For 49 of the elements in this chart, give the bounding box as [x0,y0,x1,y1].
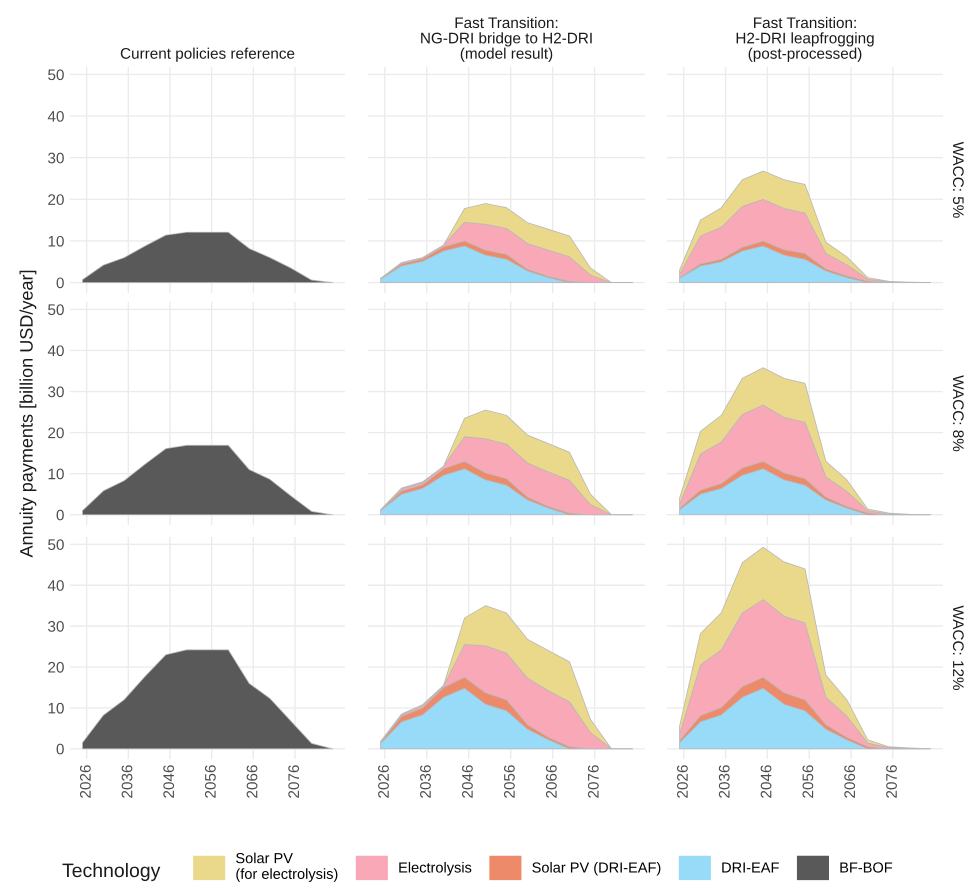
y-tick-label: 0 [56,744,64,754]
y-tick-label: 10 [48,236,64,247]
chart-title: Current policies reference [120,48,294,62]
y-tick-label: 40 [48,345,64,356]
x-tick-label: 2056 [204,765,216,798]
y-tick-label: 50 [48,304,64,316]
legend-label: DRI-EAF [722,862,779,873]
x-tick-label: 2046 [760,765,772,798]
x-tick-label: 2036 [420,765,431,798]
x-tick-label: 2066 [546,765,557,798]
y-tick-label: 30 [48,152,64,164]
chart-title: Fast Transition: H2-DRI leapfrogging (post-processed) [736,16,874,62]
x-tick-label: 2066 [246,765,258,798]
chart-title: Fast Transition: NG-DRI bridge to H2-DRI (model result) [421,16,592,62]
y-tick-label: 30 [48,620,64,632]
y-tick-label: 10 [48,702,64,714]
text: WACC: 12% [952,605,964,690]
x-tick-label: 2076 [588,765,599,798]
y-tick-label: 0 [56,510,64,520]
y-tick-label: 20 [48,662,64,673]
legend-label: Solar PV (for electrolysis) [236,852,338,882]
x-tick-label: 2026 [677,765,688,798]
text: WACC: 5% [952,142,964,218]
legend-title: Technology [62,862,160,882]
y-tick-label: 20 [48,194,64,206]
text: WACC: 8% [952,375,964,452]
y-axis-title: Annuity payments [billion USD/year] [20,270,36,558]
legend-label: BF-BOF [840,862,892,873]
x-tick-label: 2026 [80,765,91,798]
legend-label: Electrolysis [399,862,472,876]
y-tick-label: 20 [48,427,64,438]
x-tick-label: 2036 [122,765,132,798]
x-tick-label: 2076 [288,765,300,798]
y-tick-label: 40 [48,580,64,591]
x-tick-label: 2056 [504,765,515,798]
x-tick-label: 2066 [844,765,856,798]
x-tick-label: 2046 [163,765,174,798]
x-tick-label: 2076 [886,765,897,798]
y-tick-label: 30 [48,386,64,398]
y-tick-label: 0 [56,277,64,288]
y-tick-label: 40 [48,110,64,122]
x-tick-label: 2046 [462,765,473,798]
y-tick-label: 50 [48,539,64,550]
y-tick-label: 10 [48,468,64,480]
x-tick-label: 2026 [378,765,389,798]
y-tick-label: 50 [48,69,64,80]
x-tick-label: 2056 [802,765,814,798]
legend-label: Solar PV (DRI-EAF) [532,862,660,876]
x-tick-label: 2036 [718,765,730,798]
